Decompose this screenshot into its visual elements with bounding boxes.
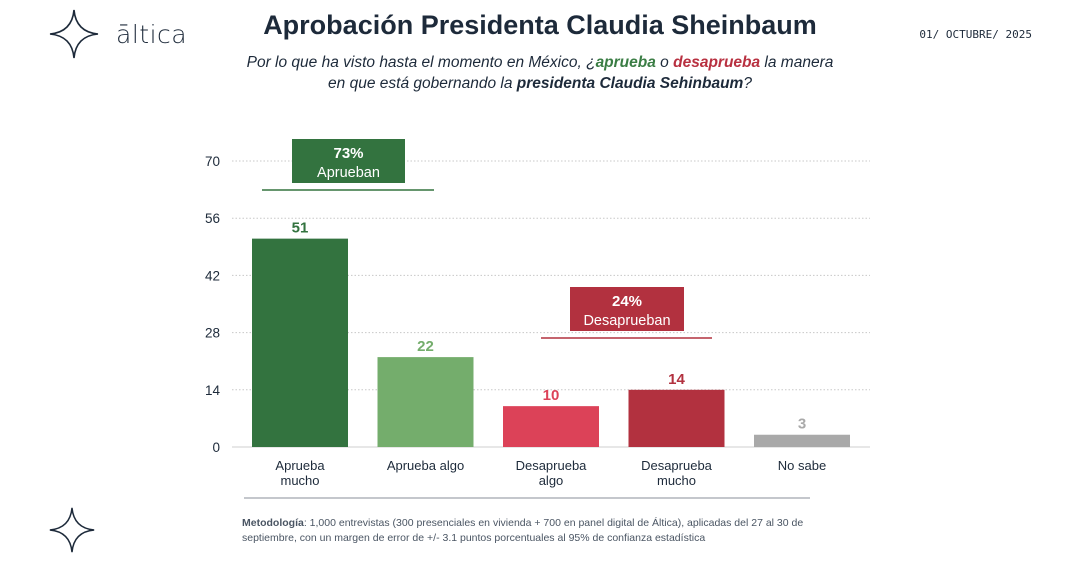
bar-5 xyxy=(754,434,850,447)
page-title: Aprobación Presidenta Claudia Sheinbaum xyxy=(263,10,817,40)
bar-value-label: 3 xyxy=(798,416,806,433)
annotation-box xyxy=(570,287,684,331)
y-tick-label: 0 xyxy=(212,440,220,455)
question-desaprueba: desaprueba xyxy=(673,54,761,71)
y-tick-label: 14 xyxy=(205,383,221,398)
y-tick-label: 70 xyxy=(205,154,220,169)
bar-4 xyxy=(628,389,725,447)
methodology-text: : 1,000 entrevistas (300 presenciales en… xyxy=(242,517,804,544)
bar-value-label: 22 xyxy=(417,338,434,355)
bar-value-label: 51 xyxy=(292,220,309,237)
category-label: Desaprueba algo xyxy=(516,458,588,488)
y-tick-label: 42 xyxy=(205,268,220,283)
methodology-label: Metodología xyxy=(242,517,304,529)
bar-1 xyxy=(252,238,348,447)
methodology-note: Metodología: 1,000 entrevistas (300 pres… xyxy=(242,516,842,546)
brand-name: āltica xyxy=(116,20,188,49)
bar-2 xyxy=(377,357,474,447)
bar-value-label: 10 xyxy=(543,387,560,404)
question-text-1: Por lo que ha visto hasta el momento en … xyxy=(246,54,596,71)
y-tick-label: 28 xyxy=(205,326,220,341)
survey-question: Por lo que ha visto hasta el momento en … xyxy=(240,52,840,94)
date-label: 01/ OCTUBRE/ 2025 xyxy=(919,28,1032,41)
question-o: o xyxy=(655,54,674,71)
category-label: Aprueba algo xyxy=(387,458,464,473)
annotation-label: Desaprueban xyxy=(583,313,670,329)
category-label: Desaprueba mucho xyxy=(641,458,713,488)
annotation-label: Aprueban xyxy=(317,165,380,181)
bar-3 xyxy=(503,406,599,447)
bar-value-label: 14 xyxy=(668,371,685,388)
annotation-percent: 73% xyxy=(333,145,363,162)
annotation-box xyxy=(292,139,405,183)
annotation-percent: 24% xyxy=(612,293,642,310)
category-label: Aprueba mucho xyxy=(275,458,325,488)
question-text-2: la manera en que está gobernando la xyxy=(328,54,834,92)
question-aprueba: aprueba xyxy=(595,54,656,71)
altica-logo-icon xyxy=(49,9,99,59)
category-label: No sabe xyxy=(778,458,826,473)
question-end: ? xyxy=(743,75,752,92)
y-tick-label: 56 xyxy=(205,211,220,226)
decorative-star-icon xyxy=(49,507,95,553)
question-presidenta: presidenta Claudia Sehinbaum xyxy=(516,75,744,92)
